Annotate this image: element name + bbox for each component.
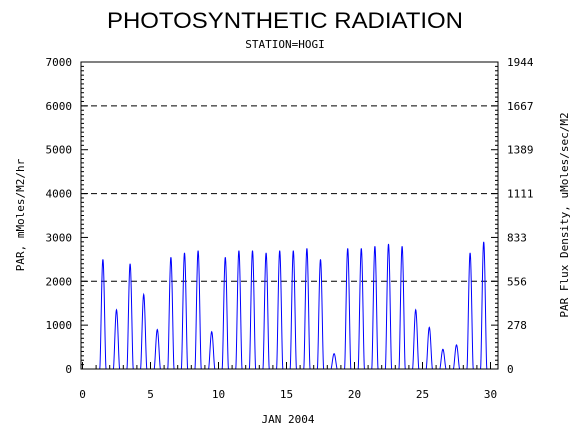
chart-title: PHOTOSYNTHETIC RADIATION (107, 8, 463, 33)
axes: 0 1000 2000 3000 4000 5000 6000 7000 0 278 556 833 1… (46, 56, 534, 401)
x-tick-label: 20 (348, 388, 361, 401)
y2-tick-label: 1389 (507, 144, 534, 157)
data-series (96, 241, 491, 370)
x-tick-label: 0 (79, 388, 86, 401)
y2-tick-label: 833 (507, 231, 527, 244)
y-tick-label: 2000 (46, 275, 73, 288)
y-tick-label: 1000 (46, 319, 73, 332)
y2-tick-label: 0 (507, 363, 514, 376)
y2-axis-label: PAR Flux Density, uMoles/sec/M2 (558, 112, 570, 317)
x-tick-label: 10 (212, 388, 225, 401)
y-tick-label: 5000 (46, 144, 73, 157)
y2-tick-label: 278 (507, 319, 527, 332)
y-tick-label: 0 (65, 363, 72, 376)
y2-tick-label: 1667 (507, 100, 534, 113)
y-tick-label: 4000 (46, 188, 73, 201)
x-tick-label: 5 (147, 388, 154, 401)
x-tick-label: 30 (484, 388, 497, 401)
x-tick-label: 15 (280, 388, 293, 401)
series-line (96, 241, 491, 370)
chart-subtitle: STATION=HOGI (245, 38, 324, 51)
plot-frame (80, 61, 499, 370)
x-tick-label: 25 (416, 388, 429, 401)
y-tick-label: 6000 (46, 100, 73, 113)
x-axis-label: JAN 2004 (262, 413, 315, 426)
y-axis-label: PAR, mMoles/M2/hr (14, 158, 27, 271)
y-tick-label: 3000 (46, 231, 73, 244)
y2-tick-label: 556 (507, 275, 527, 288)
gridlines (81, 105, 498, 282)
y2-tick-label: 1944 (507, 56, 534, 69)
y2-tick-label: 1111 (507, 188, 534, 201)
y-tick-label: 7000 (46, 56, 73, 69)
